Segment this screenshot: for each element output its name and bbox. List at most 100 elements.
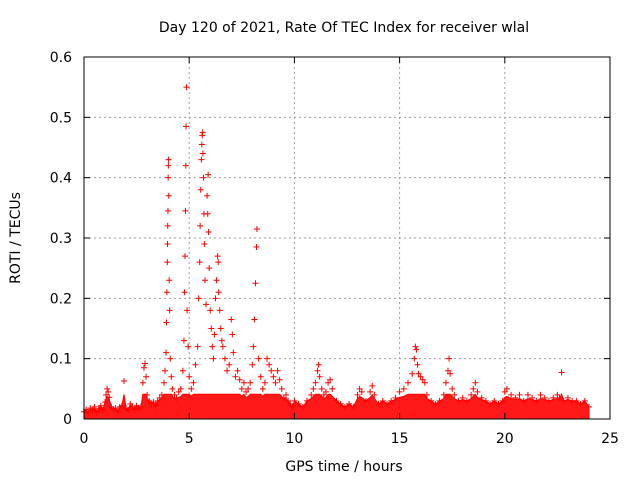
roti-point [164, 259, 171, 266]
roti-point [285, 397, 292, 404]
roti-point [203, 301, 210, 308]
roti-point [392, 394, 399, 401]
roti-point [524, 391, 531, 398]
roti-point [196, 259, 203, 266]
roti-point [177, 385, 184, 392]
roti-point [314, 367, 321, 374]
roti-point [229, 331, 236, 338]
roti-point [295, 400, 302, 407]
roti-point [97, 402, 104, 409]
roti-point [211, 331, 218, 338]
roti-point [573, 397, 580, 404]
roti-point [175, 388, 182, 395]
roti-point [181, 253, 188, 260]
roti-point [205, 171, 212, 178]
roti-point [419, 376, 426, 383]
roti-point [103, 391, 110, 398]
roti-point [93, 409, 100, 416]
roti-point [369, 382, 376, 389]
roti-point [358, 388, 365, 395]
roti-point [545, 397, 552, 404]
roti-point [207, 307, 214, 314]
roti-point [164, 222, 171, 229]
roti-point [165, 156, 172, 163]
roti-point [558, 369, 565, 376]
roti-point [468, 391, 475, 398]
roti-point [447, 370, 454, 377]
x-tick-label: 20 [496, 431, 514, 447]
roti-point [533, 397, 540, 404]
roti-point [142, 360, 149, 367]
roti-point [325, 379, 332, 386]
roti-point [474, 388, 481, 395]
roti-point [362, 397, 369, 404]
roti-point [210, 355, 217, 362]
roti-point [550, 394, 557, 401]
roti-point [472, 379, 479, 386]
roti-point [253, 225, 260, 232]
roti-point [158, 391, 165, 398]
roti-point [388, 397, 395, 404]
roti-point [180, 337, 187, 344]
roti-point [478, 394, 485, 401]
roti-point [197, 222, 204, 229]
roti-point [185, 343, 192, 350]
roti-point [179, 367, 186, 374]
roti-point [213, 277, 220, 284]
roti-point [270, 373, 277, 380]
roti-point [215, 289, 222, 296]
roti-point [192, 361, 199, 368]
roti-point [165, 162, 172, 169]
roti-point [252, 280, 259, 287]
roti-point [168, 373, 175, 380]
roti-point [282, 391, 289, 398]
roti-point [194, 343, 201, 350]
roti-point [272, 379, 279, 386]
roti-point [171, 391, 178, 398]
roti-point [315, 361, 322, 368]
roti-point [310, 385, 317, 392]
roti-point [216, 307, 223, 314]
roti-point [198, 141, 205, 148]
roti-point [247, 379, 254, 386]
roti-point [501, 388, 508, 395]
roti-point [250, 343, 257, 350]
roti-point [240, 379, 247, 386]
x-tick-label: 10 [285, 431, 303, 447]
roti-point [423, 391, 430, 398]
roti-point [199, 150, 206, 157]
roti-point [224, 367, 231, 374]
roti-point [322, 388, 329, 395]
roti-point [154, 397, 161, 404]
roti-point [253, 244, 260, 251]
roti-point [105, 388, 112, 395]
roti-point [127, 400, 134, 407]
roti-point [371, 391, 378, 398]
roti-point [91, 403, 98, 410]
roti-point [166, 307, 173, 314]
roti-point [318, 385, 325, 392]
roti-point [499, 397, 506, 404]
roti-point [166, 277, 173, 284]
roti-point [236, 376, 243, 383]
roti-point [173, 394, 180, 401]
roti-point [234, 367, 241, 374]
roti-point [312, 379, 319, 386]
roti-point [137, 403, 144, 410]
roti-point [245, 385, 252, 392]
roti-point [487, 400, 494, 407]
roti-point [150, 399, 157, 406]
roti-point [261, 379, 268, 386]
roti-point [249, 361, 256, 368]
roti-point [198, 156, 205, 163]
roti-point [400, 385, 407, 392]
roti-point [104, 385, 111, 392]
roti-point [264, 355, 271, 362]
roti-point [350, 403, 357, 410]
y-tick-label: 0.4 [50, 171, 72, 187]
roti-point [163, 319, 170, 326]
roti-point [470, 385, 477, 392]
roti-point [308, 391, 315, 398]
y-tick-label: 0.6 [50, 50, 72, 66]
roti-point [89, 407, 96, 414]
